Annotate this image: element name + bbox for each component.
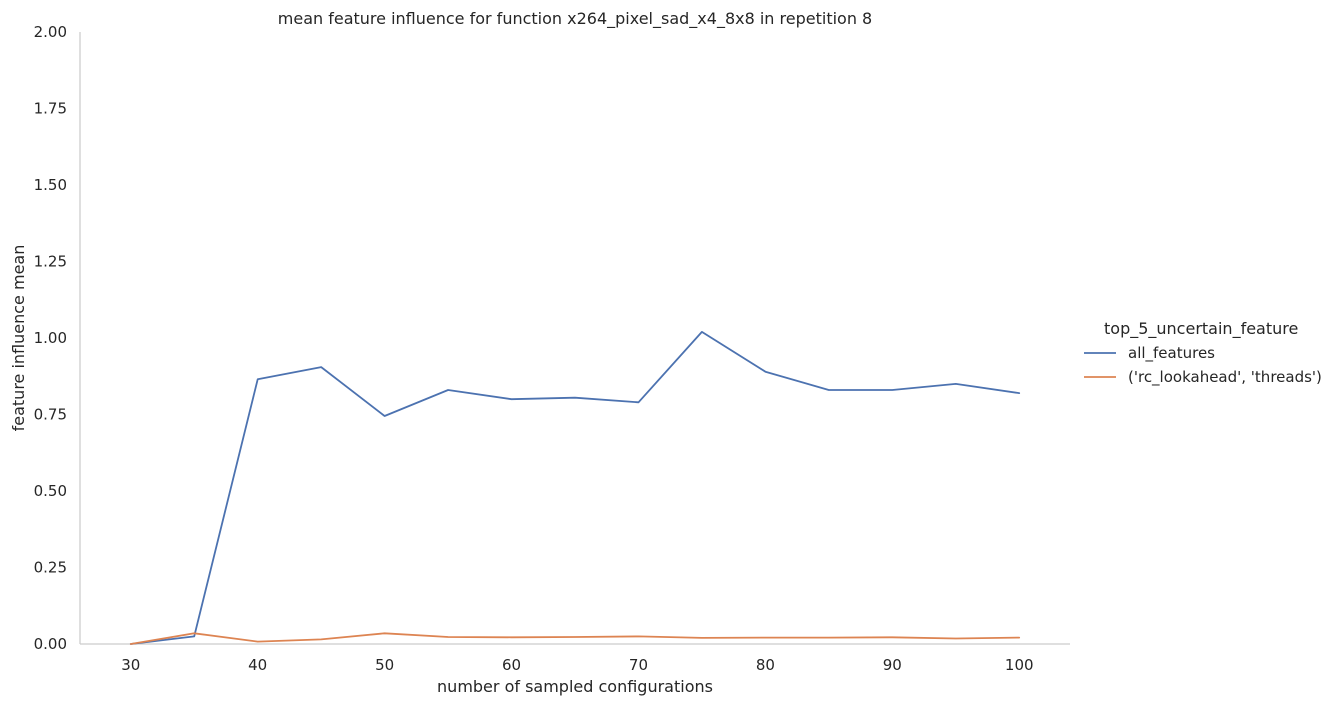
x-tick-label: 50 bbox=[375, 656, 394, 674]
x-tick-label: 40 bbox=[248, 656, 267, 674]
y-tick-label: 2.00 bbox=[34, 23, 67, 41]
legend-label-1: ('rc_lookahead', 'threads') bbox=[1128, 368, 1322, 387]
y-tick-label: 0.75 bbox=[34, 406, 67, 424]
x-tick-label: 80 bbox=[756, 656, 775, 674]
y-tick-label: 0.50 bbox=[34, 482, 67, 500]
y-axis-label: feature influence mean bbox=[9, 245, 28, 432]
x-axis-label: number of sampled configurations bbox=[437, 677, 713, 696]
x-tick-label: 30 bbox=[121, 656, 140, 674]
x-tick-label: 60 bbox=[502, 656, 521, 674]
y-tick-label: 0.25 bbox=[34, 559, 67, 577]
legend: top_5_uncertain_feature all_features ('rc… bbox=[1084, 319, 1322, 387]
legend-items: all_features ('rc_lookahead', 'threads') bbox=[1084, 344, 1322, 387]
y-tick-label: 0.00 bbox=[34, 635, 67, 653]
x-tick-label: 100 bbox=[1005, 656, 1034, 674]
series-line-0 bbox=[129, 330, 1021, 645]
y-tick-label: 1.50 bbox=[34, 176, 67, 194]
x-tick-label: 70 bbox=[629, 656, 648, 674]
chart-title: mean feature influence for function x264… bbox=[278, 9, 872, 29]
y-tick-label: 1.00 bbox=[34, 329, 67, 347]
y-axis-ticks: 0.00 0.25 0.50 0.75 1.00 1.25 1.50 1.75 2.00 bbox=[34, 23, 67, 653]
legend-title: top_5_uncertain_feature bbox=[1104, 319, 1298, 339]
y-tick-label: 1.75 bbox=[34, 100, 67, 118]
series-line-1 bbox=[129, 632, 1021, 645]
series-lines bbox=[129, 330, 1021, 645]
legend-label-0: all_features bbox=[1128, 344, 1215, 363]
x-tick-label: 90 bbox=[883, 656, 902, 674]
y-tick-label: 1.25 bbox=[34, 253, 67, 271]
x-axis-ticks: 30 40 50 60 70 80 90 100 bbox=[121, 656, 1033, 674]
